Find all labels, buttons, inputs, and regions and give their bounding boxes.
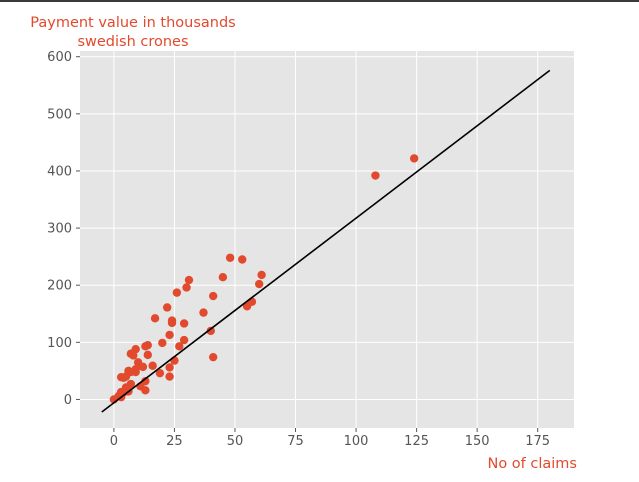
x-axis-label: No of claims: [487, 456, 577, 472]
data-point: [179, 335, 189, 345]
data-point: [116, 372, 126, 382]
x-tick-label: 75: [287, 434, 304, 449]
data-point: [133, 358, 143, 367]
x-tick-label: 100: [344, 434, 369, 449]
y-tick-label: 100: [47, 336, 72, 351]
data-point: [155, 368, 165, 378]
data-point: [208, 352, 218, 362]
x-tick-label: 150: [465, 434, 490, 449]
data-point: [165, 363, 174, 372]
y-tick-label: 400: [47, 164, 72, 179]
data-point: [218, 273, 228, 282]
data-point: [165, 372, 174, 381]
y-axis-label: Payment value in thousands swedish crone…: [30, 15, 236, 50]
data-point: [150, 314, 160, 323]
data-point: [371, 171, 380, 180]
data-point: [143, 350, 153, 360]
x-tick-label: 125: [404, 434, 429, 449]
tick-labels: 0 25 50 75 100 125 150 175 0 100 200 300 400 500 600: [47, 50, 550, 449]
data-point: [182, 283, 191, 292]
data-point: [172, 288, 182, 297]
data-point: [175, 342, 184, 351]
data-point: [162, 303, 172, 312]
top-border: [0, 0, 639, 2]
data-point: [208, 291, 218, 301]
y-tick-label: 200: [47, 279, 72, 294]
data-point: [158, 338, 167, 348]
data-point: [409, 154, 419, 163]
fit-line: [101, 69, 551, 413]
x-tick-label: 175: [525, 434, 550, 449]
x-tick-label: 0: [110, 434, 118, 449]
y-tick-label: 300: [47, 222, 72, 237]
data-point: [225, 253, 235, 262]
data-point: [254, 279, 264, 289]
data-point: [148, 361, 157, 370]
data-point: [242, 302, 252, 311]
data-point: [238, 255, 247, 264]
data-point: [206, 326, 215, 336]
data-point: [257, 270, 266, 280]
data-point: [165, 330, 174, 340]
data-point: [184, 275, 194, 285]
y-tick-label: 0: [64, 393, 72, 408]
fit-line-group: [101, 69, 551, 413]
data-point: [179, 319, 189, 328]
data-points: [109, 154, 419, 404]
y-tick-label: 600: [47, 50, 72, 65]
x-tick-label: 25: [166, 434, 183, 449]
y-tick-label: 500: [47, 107, 72, 122]
data-point: [170, 356, 179, 365]
data-point: [167, 316, 177, 325]
data-point: [199, 308, 208, 317]
data-point: [126, 349, 136, 358]
data-point: [141, 342, 150, 351]
x-tick-label: 50: [227, 434, 244, 449]
